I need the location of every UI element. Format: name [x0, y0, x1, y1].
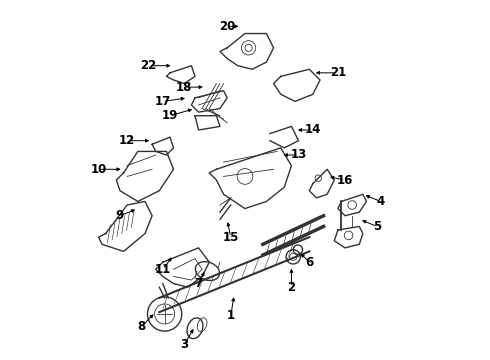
- Text: 15: 15: [222, 231, 239, 244]
- Text: 6: 6: [305, 256, 314, 269]
- Text: 17: 17: [155, 95, 171, 108]
- Text: 7: 7: [195, 277, 203, 290]
- Text: 13: 13: [291, 148, 307, 162]
- Text: 16: 16: [337, 174, 353, 186]
- Text: 9: 9: [116, 209, 124, 222]
- Text: 19: 19: [162, 109, 178, 122]
- Text: 11: 11: [155, 263, 171, 276]
- Text: 10: 10: [91, 163, 107, 176]
- Text: 18: 18: [176, 81, 193, 94]
- Text: 5: 5: [373, 220, 381, 233]
- Text: 2: 2: [287, 281, 295, 294]
- Text: 22: 22: [141, 59, 157, 72]
- Text: 21: 21: [330, 66, 346, 79]
- Text: 12: 12: [119, 134, 135, 147]
- Text: 1: 1: [227, 309, 235, 322]
- Text: 8: 8: [137, 320, 146, 333]
- Text: 20: 20: [219, 20, 235, 33]
- Text: 4: 4: [377, 195, 385, 208]
- Text: 3: 3: [180, 338, 188, 351]
- Text: 14: 14: [305, 123, 321, 136]
